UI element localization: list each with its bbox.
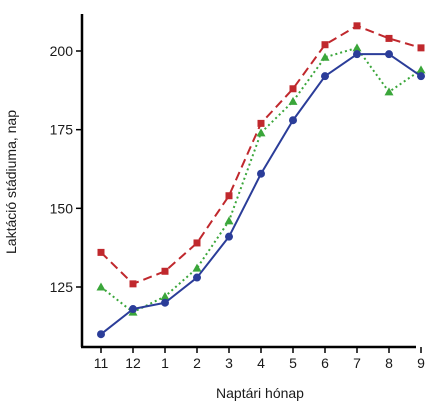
data-point-circle [289, 116, 297, 125]
series-line [100, 53, 422, 335]
series-circle [97, 50, 425, 339]
data-point-circle [129, 305, 137, 314]
x-tick-label: 7 [353, 355, 361, 371]
x-tick-label: 12 [125, 355, 141, 371]
x-axis-title: Naptári hónap [216, 385, 304, 401]
data-point-circle [193, 273, 201, 282]
data-point-triangle [416, 65, 426, 74]
y-tick-label: 150 [50, 200, 74, 216]
x-tick-label: 8 [385, 355, 393, 371]
x-tick-label: 5 [289, 355, 297, 371]
data-point-square [257, 119, 265, 127]
axes [80, 14, 416, 349]
data-point-square [385, 34, 393, 42]
data-point-square [97, 248, 105, 256]
y-tick-label: 125 [50, 279, 74, 295]
data-point-circle [321, 72, 329, 81]
data-point-square [353, 22, 361, 30]
data-point-triangle [288, 96, 298, 105]
x-tick-label: 11 [94, 355, 109, 371]
x-tick-label: 3 [225, 355, 233, 371]
data-point-circle [161, 298, 169, 307]
data-point-square [289, 85, 297, 93]
data-point-triangle [256, 128, 266, 137]
data-point-circle [257, 169, 265, 178]
data-point-triangle [192, 263, 202, 272]
series-line [100, 46, 422, 314]
data-point-square [321, 41, 329, 49]
x-tick-label: 2 [193, 355, 201, 371]
data-point-triangle [320, 52, 330, 61]
x-tick-label: 1 [161, 355, 169, 371]
data-point-triangle [352, 43, 362, 52]
y-tick-label: 200 [50, 43, 74, 59]
data-point-square [193, 239, 201, 247]
data-point-triangle [160, 291, 170, 300]
data-point-circle [97, 330, 105, 339]
series-triangle [96, 43, 426, 316]
x-tick-label: 6 [321, 355, 329, 371]
x-ticks: 11 12 1 2 3 4 5 6 7 8 9 [94, 347, 425, 371]
y-axis-title: Laktáció stádiuma, nap [3, 110, 19, 254]
y-ticks: 125 150 175 200 [50, 43, 82, 295]
data-point-triangle [384, 87, 394, 96]
data-point-circle [385, 50, 393, 59]
x-tick-label: 4 [257, 355, 265, 371]
data-point-square [161, 267, 169, 275]
data-point-circle [417, 72, 425, 81]
y-tick-label: 175 [50, 122, 74, 138]
x-tick-label: 9 [417, 355, 425, 371]
series-layer [96, 22, 426, 339]
data-point-square [417, 44, 425, 52]
data-point-square [129, 280, 137, 288]
data-point-triangle [96, 282, 106, 291]
data-point-square [225, 192, 233, 200]
data-point-circle [353, 50, 361, 59]
data-point-circle [225, 232, 233, 241]
data-point-triangle [224, 216, 234, 225]
series-line [100, 24, 422, 285]
series-square [97, 22, 425, 288]
